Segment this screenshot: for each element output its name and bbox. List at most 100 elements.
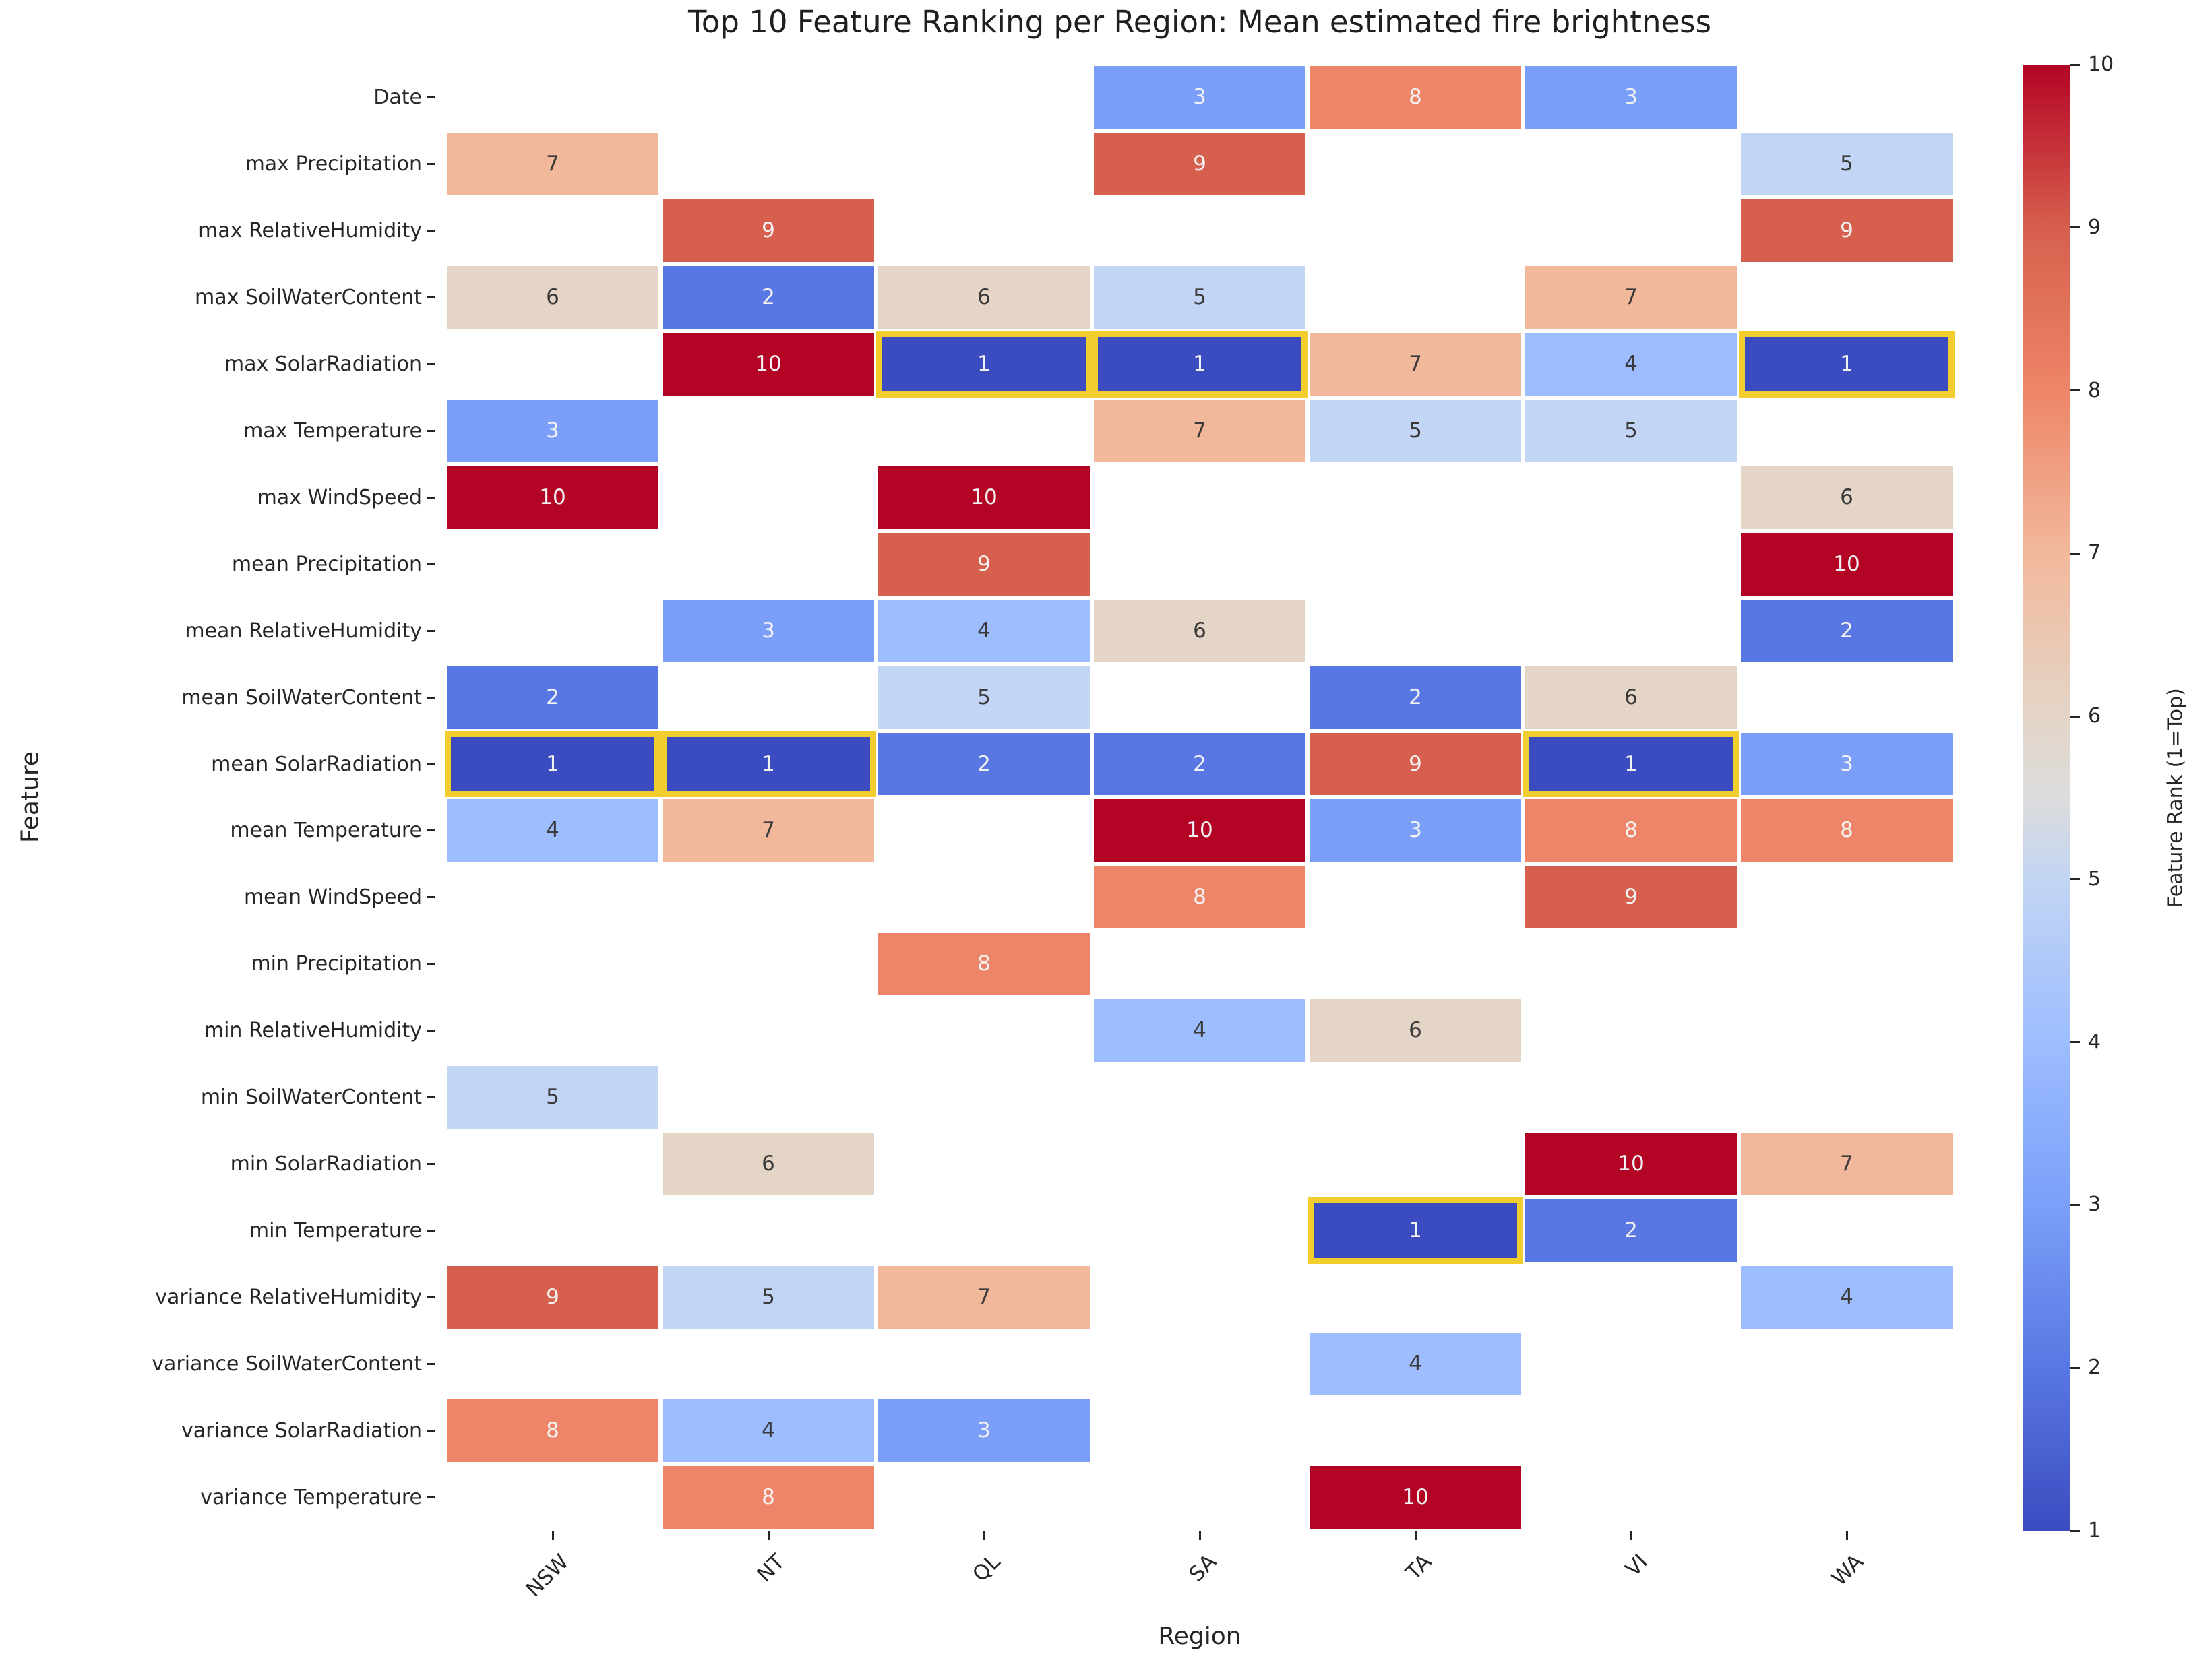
y-tick-label: Date [0, 64, 435, 131]
colorbar [2023, 65, 2070, 1531]
heatmap-cell-empty [876, 997, 1092, 1065]
heatmap-cell: 7 [1523, 263, 1739, 331]
heatmap-cell-empty [445, 64, 660, 131]
heatmap-cell-empty [445, 1131, 660, 1198]
heatmap-cell: 5 [1092, 263, 1308, 331]
heatmap-cell: 2 [1092, 730, 1308, 798]
y-tick-mark [427, 696, 435, 699]
heatmap-cell: 5 [445, 1064, 660, 1131]
heatmap-cell: 3 [1739, 730, 1955, 798]
heatmap-cell: 9 [1092, 130, 1308, 197]
heatmap-cell-empty [1092, 1397, 1308, 1465]
y-tick-mark [427, 1363, 435, 1366]
colorbar-tick-mark [2070, 1041, 2080, 1044]
colorbar-tick-mark [2070, 63, 2080, 66]
heatmap-cell-empty [876, 797, 1092, 864]
y-tick-mark [427, 429, 435, 432]
y-tick-mark [427, 629, 435, 632]
colorbar-tick-mark [2070, 552, 2080, 555]
heatmap-cell: 6 [445, 263, 660, 331]
y-tick-mark [427, 296, 435, 298]
colorbar-tick-label: 7 [2088, 541, 2101, 565]
y-tick-mark [427, 1030, 435, 1032]
colorbar-tick-mark [2070, 878, 2080, 881]
heatmap-cell-empty [1308, 1397, 1523, 1465]
heatmap-cell-empty [445, 530, 660, 598]
heatmap-cell: 6 [876, 263, 1092, 331]
heatmap-cell: 3 [445, 397, 660, 464]
heatmap-cell-empty [1308, 930, 1523, 998]
heatmap-cell-empty [1308, 263, 1523, 331]
y-tick-label-text: min Temperature [249, 1219, 422, 1243]
y-tick-label: max WindSpeed [0, 464, 435, 531]
colorbar-tick-mark [2070, 1529, 2080, 1532]
y-tick-label-text: variance SolarRadiation [181, 1419, 422, 1443]
heatmap-cell-empty [1739, 1331, 1955, 1398]
heatmap-cell-empty [1523, 197, 1739, 264]
heatmap-cell: 9 [1308, 730, 1523, 798]
heatmap-cell-empty [445, 864, 660, 931]
y-tick-label: max RelativeHumidity [0, 197, 435, 264]
heatmap-cell: 3 [1523, 64, 1739, 131]
heatmap-cell: 9 [1739, 197, 1955, 264]
heatmap-cell-empty [1308, 1131, 1523, 1198]
heatmap-cell-empty [1739, 1464, 1955, 1531]
heatmap-cell-empty [876, 397, 1092, 464]
x-tick-label: WA [1826, 1550, 1868, 1591]
heatmap-cell: 6 [1092, 597, 1308, 664]
heatmap-cell-empty [660, 1197, 876, 1265]
heatmap-cell-empty [1739, 64, 1955, 131]
colorbar-tick-mark [2070, 1366, 2080, 1369]
y-tick-mark [427, 563, 435, 565]
colorbar-tick-mark [2070, 1203, 2080, 1206]
y-tick-label: mean Precipitation [0, 531, 435, 598]
y-axis-title: Feature [16, 751, 44, 844]
heatmap-cell-empty [1523, 1331, 1739, 1398]
heatmap-cell-empty [1523, 130, 1739, 197]
heatmap-cell-empty [445, 330, 660, 398]
heatmap-cell: 4 [1308, 1331, 1523, 1398]
y-tick-label: variance SoilWaterContent [0, 1331, 435, 1397]
y-tick-label-text: Date [373, 85, 422, 109]
y-tick-mark [427, 496, 435, 499]
y-tick-label: max Precipitation [0, 131, 435, 197]
heatmap-cell-empty [876, 864, 1092, 931]
heatmap-cell: 4 [660, 1397, 876, 1465]
y-tick-label: max SoilWaterContent [0, 264, 435, 331]
y-tick-label-text: min RelativeHumidity [204, 1019, 422, 1043]
heatmap-cell-empty [1092, 664, 1308, 731]
heatmap-cell: 10 [1523, 1131, 1739, 1198]
y-tick-label-text: min Precipitation [251, 952, 422, 976]
y-tick-label: min Precipitation [0, 930, 435, 997]
heatmap-cell: 4 [876, 597, 1092, 664]
heatmap-cell: 1 [1523, 730, 1739, 798]
y-tick-label: max SolarRadiation [0, 331, 435, 398]
heatmap-cell-empty [1739, 664, 1955, 731]
y-tick-mark [427, 1496, 435, 1498]
heatmap-cell: 1 [876, 330, 1092, 398]
heatmap-cell: 6 [1308, 997, 1523, 1065]
heatmap-cell-empty [1308, 1064, 1523, 1131]
colorbar-label: Feature Rank (1=Top) [2163, 688, 2188, 908]
heatmap-cell: 7 [445, 130, 660, 197]
heatmap-cell-empty [660, 464, 876, 531]
heatmap-cell: 10 [1739, 530, 1955, 598]
heatmap-cell-empty [445, 597, 660, 664]
heatmap-cell: 8 [660, 1464, 876, 1531]
y-tick-label: mean SolarRadiation [0, 731, 435, 798]
heatmap-cell: 4 [445, 797, 660, 864]
x-tick-label: TA [1401, 1550, 1437, 1585]
heatmap-cell-empty [1739, 263, 1955, 331]
heatmap-cell: 10 [445, 464, 660, 531]
y-tick-label-text: mean Precipitation [231, 552, 422, 576]
heatmap-cell-empty [1523, 1397, 1739, 1465]
y-tick-mark [427, 963, 435, 966]
y-tick-label-text: max SolarRadiation [224, 352, 422, 376]
heatmap-cell-empty [1092, 1464, 1308, 1531]
heatmap-cell: 1 [445, 730, 660, 798]
y-tick-mark [427, 1296, 435, 1299]
heatmap-cell-empty [1739, 397, 1955, 464]
heatmap-cell-empty [876, 130, 1092, 197]
heatmap-cell: 2 [1739, 597, 1955, 664]
y-tick-mark [427, 1430, 435, 1432]
